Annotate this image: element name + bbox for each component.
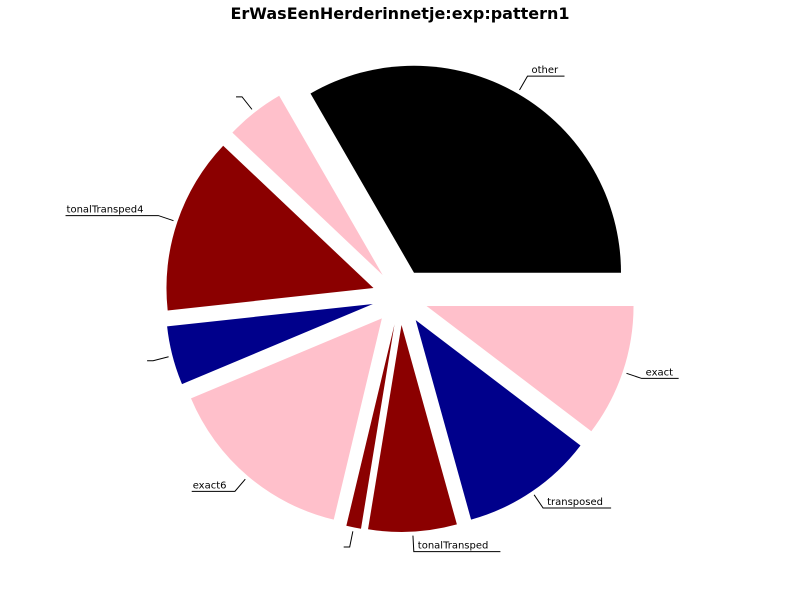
pie-slice-transposed [415,320,581,520]
chart-title: ErWasEenHerderinnetje:exp:pattern1 [230,4,569,23]
leader-line-tonal-transped [412,535,501,553]
pie-slice-unlabeled-5 [346,324,395,529]
leader-line-unlabeled-3 [147,356,169,362]
pie-slice-tonal-transped4 [166,145,374,311]
leader-line-tonal-transped4 [65,215,174,222]
pie-slice-unlabeled-1 [232,95,383,276]
leader-line-transposed [533,494,612,509]
slice-label-tonal-transped4: tonalTransped4 [67,205,144,216]
slice-label-other: other [532,65,560,76]
pie-slice-exact6 [190,318,382,520]
slice-label-exact6: exact6 [193,480,227,491]
pie-slice-other [310,65,621,273]
leader-line-unlabeled-1 [236,96,253,110]
slice-label-tonal-transped: tonalTransped [418,541,489,552]
leader-line-other [519,75,565,91]
leader-line-exact [626,372,679,379]
slice-label-transposed: transposed [547,497,603,508]
pie-slice-tonal-transped [368,324,457,532]
pie-slices [166,65,634,532]
pie-slice-exact [426,305,634,432]
pie-slice-unlabeled-3 [167,304,373,385]
leader-line-exact6 [191,478,246,492]
slice-label-exact: exact [646,367,674,378]
pie-labels: other tonalTransped4 exact6 tonalTransped tr… [65,65,679,553]
leader-line-unlabeled-5 [343,531,354,548]
